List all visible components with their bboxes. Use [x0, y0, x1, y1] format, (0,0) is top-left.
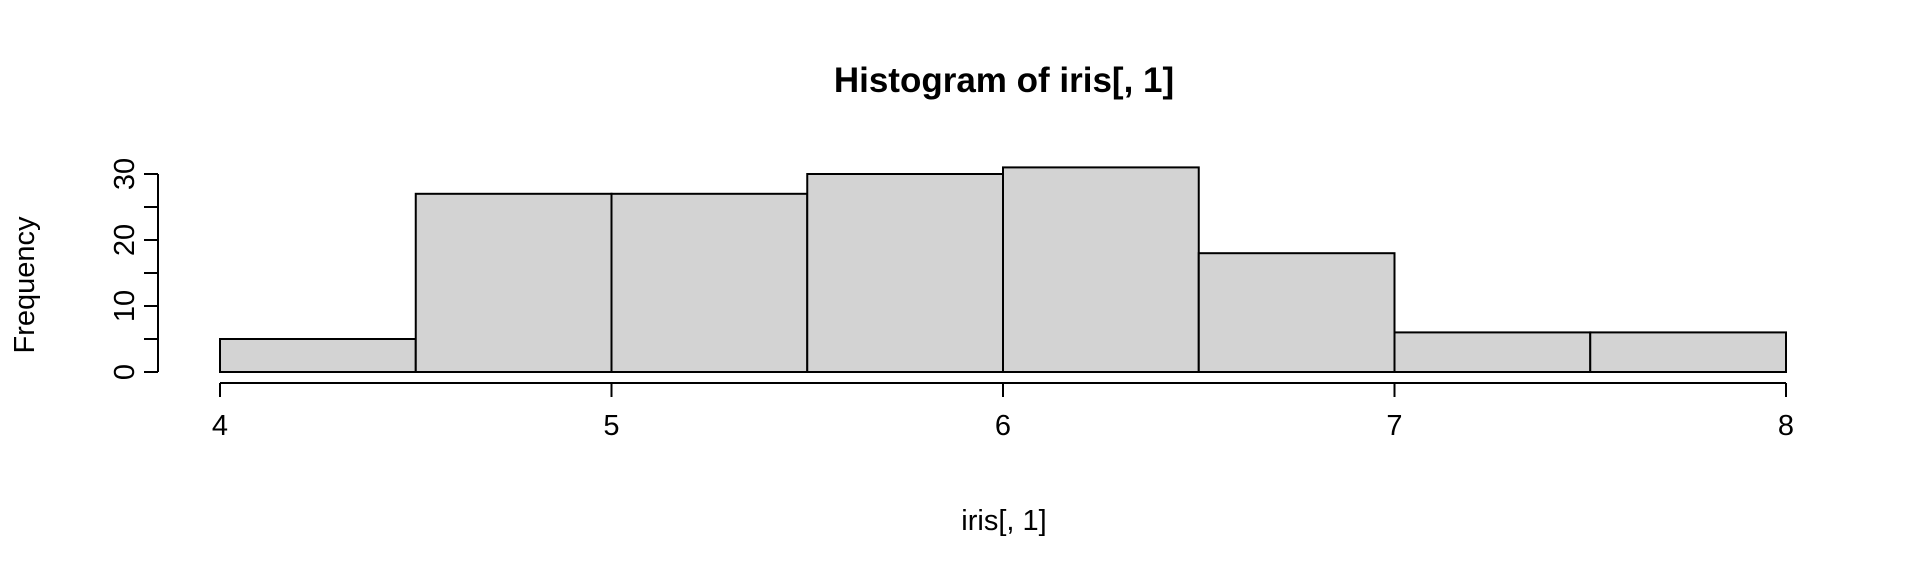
histogram-bar-3 [610, 192, 809, 373]
histogram-bar-2 [414, 192, 613, 373]
histogram-bar-5 [1002, 166, 1200, 373]
y-axis: 0 10 20 30 [109, 158, 159, 380]
y-tick-label-2: 10 [109, 290, 141, 322]
x-tick-label-1: 4 [212, 410, 228, 442]
y-tick-label-3: 20 [109, 224, 141, 256]
x-axis: 4 5 6 7 8 [212, 382, 1794, 442]
histogram-bar-4 [806, 173, 1004, 373]
y-tick-label-1: 0 [109, 364, 141, 380]
bars-group [219, 166, 1787, 373]
x-tick-label-2: 5 [603, 410, 619, 442]
x-axis-label: iris[, 1] [961, 505, 1046, 537]
y-tick-label-4: 30 [109, 158, 141, 190]
chart-title: Histogram of iris[, 1] [834, 61, 1174, 100]
x-tick-label-3: 6 [995, 410, 1011, 442]
histogram-bar-1 [219, 338, 417, 373]
x-tick-label-5: 8 [1778, 410, 1794, 442]
histogram-bar-6 [1197, 252, 1396, 373]
y-axis-label: Frequency [9, 216, 41, 354]
x-tick-label-4: 7 [1386, 410, 1402, 442]
histogram-bar-8 [1589, 331, 1787, 373]
histogram-bar-7 [1393, 331, 1592, 373]
